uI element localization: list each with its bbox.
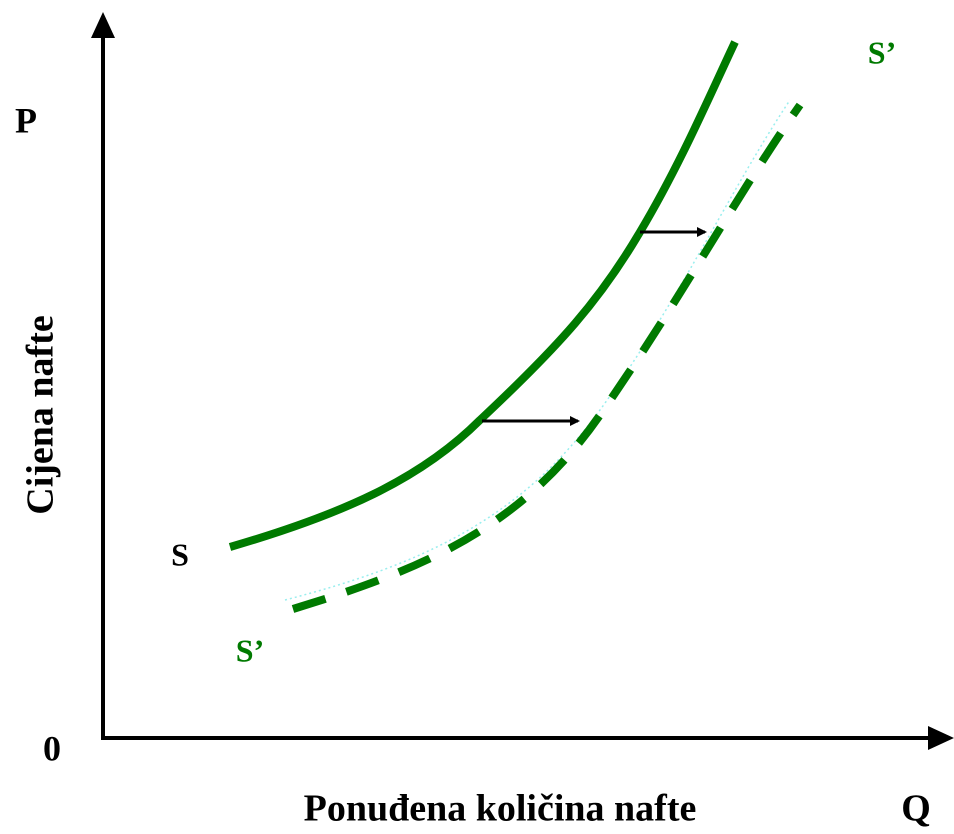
curve-label: S’ bbox=[868, 34, 896, 70]
supply-curve bbox=[228, 40, 739, 551]
y-label: Cijena nafte bbox=[20, 315, 62, 514]
supply-curve-shifted bbox=[291, 102, 804, 613]
x-symbol: Q bbox=[901, 788, 931, 830]
curve-label: S’ bbox=[236, 632, 264, 668]
y-symbol: P bbox=[15, 100, 37, 140]
guide-curve bbox=[284, 99, 791, 601]
y-axis-arrow bbox=[91, 12, 115, 38]
x-label: Ponuđena količina nafte bbox=[304, 788, 697, 830]
curve-label: S bbox=[171, 536, 189, 572]
x-axis-arrow bbox=[928, 726, 954, 750]
origin-label: 0 bbox=[43, 728, 61, 768]
